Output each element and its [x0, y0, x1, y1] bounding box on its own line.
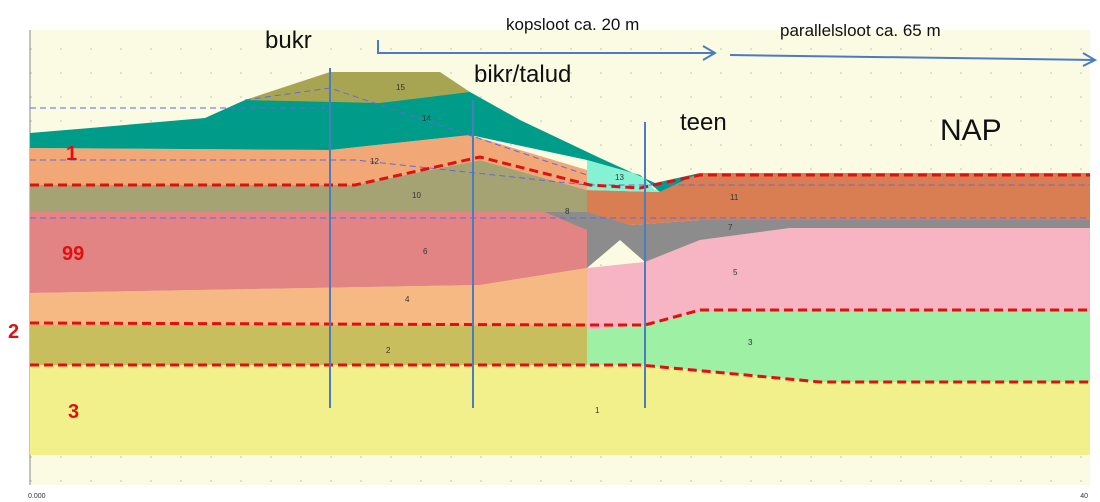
- layer-label: 4: [405, 295, 410, 304]
- layer-label: 8: [565, 207, 570, 216]
- cross-section: bukr bikr/talud teen NAP kopsloot ca. 20…: [0, 0, 1100, 502]
- layer-label: 6: [423, 247, 428, 256]
- layer-label: 1: [595, 406, 600, 415]
- boundary-label: 1: [66, 143, 77, 165]
- label: parallelsloot ca. 65 m: [780, 21, 941, 40]
- layer-label: 11: [730, 193, 739, 202]
- label: kopsloot ca. 20 m: [506, 15, 639, 34]
- boundary-label: 3: [68, 401, 79, 423]
- boundary-label: 99: [62, 243, 84, 265]
- boundary-label: 2: [8, 321, 19, 343]
- layer-label: 12: [370, 157, 379, 166]
- layer-label: 10: [412, 191, 421, 200]
- layer-label: 14: [422, 114, 431, 123]
- label: NAP: [940, 114, 1002, 147]
- label: teen: [680, 109, 727, 136]
- layer-label: 15: [396, 83, 405, 92]
- label: bukr: [265, 27, 312, 54]
- layer-label: 2: [386, 346, 391, 355]
- layer-label: 13: [615, 173, 624, 182]
- label: bikr/talud: [474, 61, 571, 88]
- axis-label: 40: [1080, 493, 1088, 500]
- axis-label: 0.000: [28, 493, 46, 500]
- layer-label: 7: [728, 223, 733, 232]
- layer-label: 5: [733, 268, 738, 277]
- layer-label: 3: [748, 338, 753, 347]
